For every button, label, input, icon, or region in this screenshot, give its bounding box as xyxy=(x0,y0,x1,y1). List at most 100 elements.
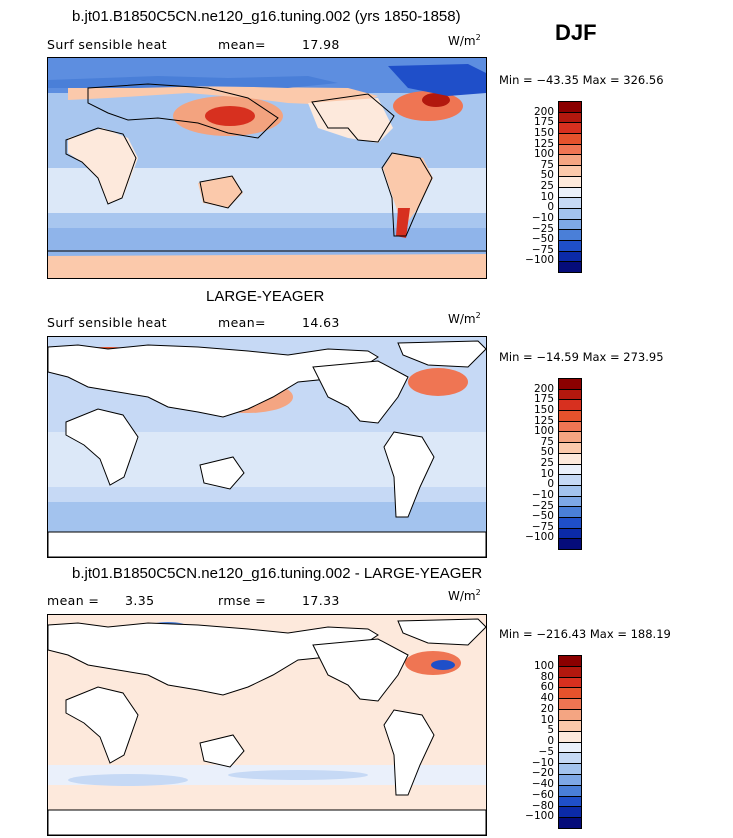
panel3-title: b.jt01.B1850C5CN.ne120_g16.tuning.002 - … xyxy=(72,565,483,582)
panel1-colorbar-swatch xyxy=(559,112,581,124)
panel1-title: b.jt01.B1850C5CN.ne120_g16.tuning.002 (y… xyxy=(72,8,461,25)
panel1-colorbar-swatch xyxy=(559,262,581,272)
panel1-mean-value: 17.98 xyxy=(302,37,340,52)
panel1-colorbar xyxy=(558,101,582,273)
panel1-tick: 10 xyxy=(540,190,554,203)
panel1-tick: −75 xyxy=(531,243,554,256)
panel1-tick: 175 xyxy=(533,116,554,129)
panel1-colorbar-swatch xyxy=(559,144,581,156)
panel2-tick: 125 xyxy=(533,414,554,427)
panel3-tick: −10 xyxy=(531,756,554,769)
panel1-colorbar-swatch xyxy=(559,240,581,252)
panel3-colorbar-swatch xyxy=(559,666,581,678)
panel3-tick: 80 xyxy=(540,670,554,683)
panel1-colorbar-swatch xyxy=(559,208,581,220)
panel2-colorbar-ticks: 200 175 150 125 100 75 50 25 10 0 −10 −2… xyxy=(525,378,554,548)
panel2-colorbar-swatch xyxy=(559,507,581,518)
panel3-colorbar-swatch xyxy=(559,742,581,754)
panel3-colorbar-swatch xyxy=(559,774,581,786)
panel1-colorbar-swatch xyxy=(559,176,581,188)
panel3-tick: −40 xyxy=(531,778,554,790)
panel3-colorbar-swatch xyxy=(559,753,581,765)
panel1-colorbar-ticks: 200 175 150 125 100 75 50 25 10 0 −10 −2… xyxy=(525,101,554,271)
panel2-colorbar-swatch xyxy=(559,389,581,401)
panel3-units: W/m2 xyxy=(448,588,481,603)
panel2-mean-value: 14.63 xyxy=(302,315,340,330)
panel1-tick: −25 xyxy=(531,222,554,235)
panel1-colorbar-swatch xyxy=(559,187,581,199)
panel1-tick: 25 xyxy=(540,180,554,192)
panel3-colorbar-ticks: 100 80 60 40 20 10 5 0 −5 −10 −20 −40 −6… xyxy=(525,655,554,827)
panel2-colorbar-swatch xyxy=(559,411,581,422)
panel1-colorbar-swatch xyxy=(559,219,581,231)
panel3-tick: −20 xyxy=(531,767,554,780)
panel1-tick: 50 xyxy=(540,169,554,182)
panel3-tick: −80 xyxy=(531,799,554,812)
panel3-colorbar-swatch xyxy=(559,818,581,828)
panel1-map xyxy=(47,57,487,279)
panel3-tick: −5 xyxy=(538,745,554,758)
panel1-tick: −100 xyxy=(525,254,554,267)
panel1-colorbar-swatch xyxy=(559,230,581,241)
panel2-tick: −25 xyxy=(531,499,554,512)
panel3-tick: 10 xyxy=(540,713,554,726)
panel2-variable-label: Surf sensible heat xyxy=(47,315,167,330)
panel1-tick: 0 xyxy=(547,201,554,214)
panel2-mean-label: mean= xyxy=(218,315,266,330)
panel3-map-graphic xyxy=(48,615,486,835)
panel2-tick: −75 xyxy=(531,520,554,533)
panel2-colorbar-swatch xyxy=(559,496,581,508)
panel3-colorbar xyxy=(558,655,582,829)
panel2-tick: 75 xyxy=(540,435,554,448)
panel3-tick: −60 xyxy=(531,788,554,801)
panel3-colorbar-swatch xyxy=(559,710,581,721)
panel2-tick: 50 xyxy=(540,446,554,459)
panel2-colorbar-swatch xyxy=(559,453,581,465)
panel2-colorbar-swatch xyxy=(559,421,581,433)
panel3-colorbar-swatch xyxy=(559,796,581,808)
panel2-colorbar-swatch xyxy=(559,443,581,454)
panel2-units: W/m2 xyxy=(448,311,481,326)
panel3-mean-label: mean = xyxy=(47,593,100,608)
panel3-colorbar-swatch xyxy=(559,785,581,797)
panel2-tick: −10 xyxy=(531,488,554,501)
panel1-colorbar-swatch xyxy=(559,198,581,209)
panel2-colorbar-swatch xyxy=(559,485,581,497)
panel3-tick: 40 xyxy=(540,692,554,704)
panel2-tick: 175 xyxy=(533,393,554,406)
panel3-colorbar-swatch xyxy=(559,656,581,667)
panel2-tick: 150 xyxy=(533,403,554,416)
panel3-mean-value: 3.35 xyxy=(125,593,155,608)
panel3-map xyxy=(47,614,487,836)
panel1-colorbar-swatch xyxy=(559,102,581,113)
panel3-colorbar-swatch xyxy=(559,688,581,700)
panel2-minmax: Min = −14.59 Max = 273.95 xyxy=(499,350,664,364)
panel2-colorbar-swatch xyxy=(559,475,581,486)
panel3-tick: 0 xyxy=(547,735,554,747)
panel1-tick: 125 xyxy=(533,137,554,150)
panel2-tick: −50 xyxy=(531,510,554,523)
season-label: DJF xyxy=(555,20,597,45)
panel3-colorbar-swatch xyxy=(559,731,581,743)
panel2-tick: 10 xyxy=(540,467,554,480)
panel2-colorbar-swatch xyxy=(559,379,581,390)
panel1-colorbar-swatch xyxy=(559,123,581,135)
panel2-colorbar xyxy=(558,378,582,550)
panel2-colorbar-swatch xyxy=(559,528,581,540)
panel3-tick: 60 xyxy=(540,681,554,694)
panel2-colorbar-swatch xyxy=(559,400,581,412)
panel3-tick: −100 xyxy=(525,810,554,823)
panel1-colorbar-swatch xyxy=(559,251,581,263)
panel2-tick: 0 xyxy=(547,478,554,491)
panel3-colorbar-swatch xyxy=(559,699,581,711)
panel2-tick: −100 xyxy=(525,531,554,544)
panel1-tick: 75 xyxy=(540,158,554,171)
panel1-tick: 100 xyxy=(533,148,554,161)
panel3-colorbar-swatch xyxy=(559,807,581,819)
panel3-minmax: Min = −216.43 Max = 188.19 xyxy=(499,627,671,641)
panel2-colorbar-swatch xyxy=(559,464,581,476)
panel2-colorbar-swatch xyxy=(559,432,581,444)
panel2-tick: 100 xyxy=(533,425,554,438)
panel1-units: W/m2 xyxy=(448,33,481,48)
panel1-minmax: Min = −43.35 Max = 326.56 xyxy=(499,73,664,87)
